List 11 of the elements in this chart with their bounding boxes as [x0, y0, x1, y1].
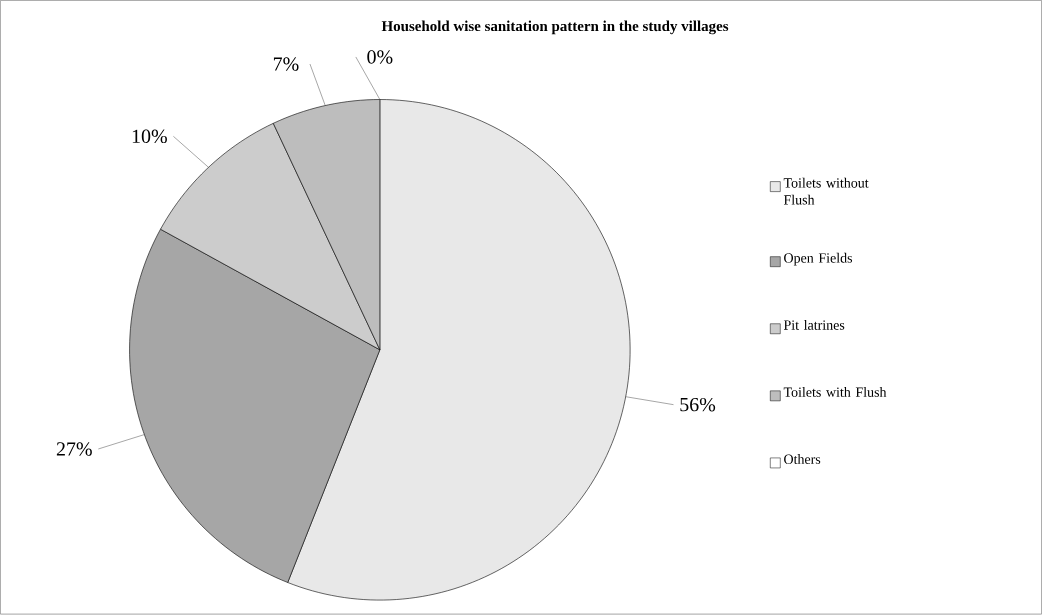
legend-label: Toilets with Flush [783, 387, 887, 398]
legend-label: Open Fields [784, 253, 853, 266]
legend-label: Others [784, 454, 821, 465]
data-label: 10% [132, 129, 167, 144]
data-label: 27% [56, 442, 92, 457]
chart-title: Household wise sanitation pattern in the study villages [381, 20, 729, 35]
legend-label: Toilets without Flush [783, 178, 869, 205]
text: 0% [367, 50, 393, 64]
data-label: 56% [680, 398, 716, 412]
data-label: 7% [273, 57, 299, 72]
legend-label: Pit latrines [783, 320, 845, 331]
